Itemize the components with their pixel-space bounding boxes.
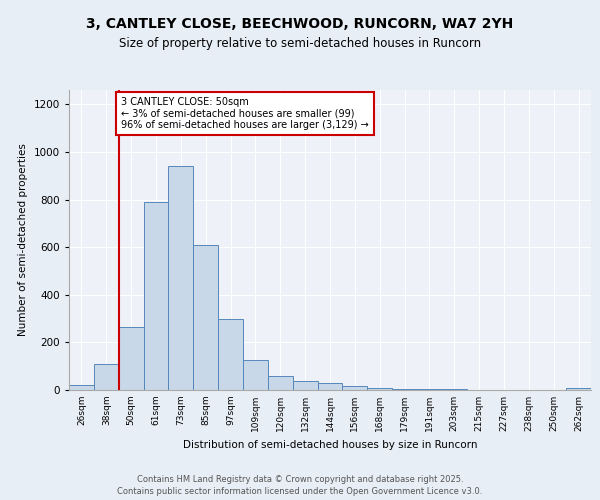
Bar: [293, 381, 317, 390]
X-axis label: Distribution of semi-detached houses by size in Runcorn: Distribution of semi-detached houses by …: [183, 440, 477, 450]
Bar: [193, 245, 218, 390]
Bar: [94, 364, 119, 390]
Bar: [268, 376, 293, 390]
Bar: [317, 383, 343, 390]
Text: Contains HM Land Registry data © Crown copyright and database right 2025.
Contai: Contains HM Land Registry data © Crown c…: [118, 474, 482, 496]
Bar: [169, 166, 193, 390]
Bar: [392, 389, 417, 390]
Y-axis label: Number of semi-detached properties: Number of semi-detached properties: [18, 144, 28, 336]
Text: 3 CANTLEY CLOSE: 50sqm
← 3% of semi-detached houses are smaller (99)
96% of semi: 3 CANTLEY CLOSE: 50sqm ← 3% of semi-deta…: [121, 97, 369, 130]
Bar: [442, 389, 467, 390]
Bar: [367, 388, 392, 390]
Bar: [119, 327, 143, 390]
Bar: [417, 389, 442, 390]
Bar: [566, 388, 591, 390]
Bar: [243, 360, 268, 390]
Bar: [218, 318, 243, 390]
Bar: [143, 202, 169, 390]
Bar: [343, 386, 367, 390]
Bar: [69, 385, 94, 390]
Text: Size of property relative to semi-detached houses in Runcorn: Size of property relative to semi-detach…: [119, 38, 481, 51]
Text: 3, CANTLEY CLOSE, BEECHWOOD, RUNCORN, WA7 2YH: 3, CANTLEY CLOSE, BEECHWOOD, RUNCORN, WA…: [86, 18, 514, 32]
